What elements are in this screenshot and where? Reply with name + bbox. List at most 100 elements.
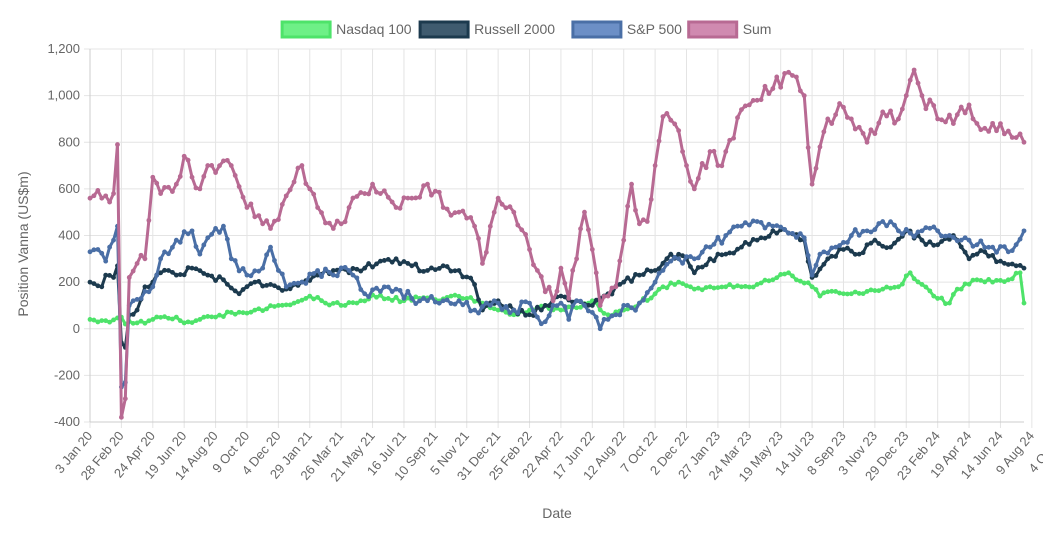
data-point[interactable]: [739, 244, 744, 250]
data-point[interactable]: [778, 272, 784, 277]
data-point[interactable]: [774, 230, 780, 236]
data-point[interactable]: [837, 246, 842, 252]
data-point[interactable]: [511, 312, 517, 318]
data-point[interactable]: [417, 194, 423, 200]
data-point[interactable]: [762, 83, 768, 89]
data-point[interactable]: [589, 303, 595, 308]
data-point[interactable]: [982, 279, 988, 285]
data-point[interactable]: [130, 312, 136, 317]
data-point[interactable]: [181, 320, 187, 326]
data-point[interactable]: [825, 116, 831, 122]
data-point[interactable]: [111, 191, 116, 196]
data-point[interactable]: [585, 227, 591, 233]
data-point[interactable]: [778, 84, 784, 90]
data-point[interactable]: [848, 116, 854, 122]
data-point[interactable]: [841, 247, 846, 252]
legend-item-russell-2000[interactable]: Russell 2000: [418, 20, 555, 39]
data-point[interactable]: [821, 261, 827, 267]
data-point[interactable]: [699, 161, 705, 166]
data-point[interactable]: [166, 184, 171, 190]
data-point[interactable]: [213, 170, 218, 175]
data-point[interactable]: [570, 268, 576, 273]
data-point[interactable]: [797, 237, 803, 243]
data-point[interactable]: [350, 265, 356, 271]
data-point[interactable]: [448, 293, 454, 299]
data-point[interactable]: [275, 217, 281, 222]
data-point[interactable]: [935, 296, 941, 301]
data-point[interactable]: [837, 243, 842, 248]
data-point[interactable]: [205, 235, 211, 241]
data-point[interactable]: [107, 244, 113, 250]
data-point[interactable]: [378, 292, 383, 298]
data-point[interactable]: [888, 219, 893, 225]
data-point[interactable]: [162, 267, 167, 273]
data-point[interactable]: [970, 243, 976, 249]
data-point[interactable]: [888, 108, 893, 114]
data-point[interactable]: [962, 110, 968, 116]
data-point[interactable]: [260, 221, 266, 227]
data-point[interactable]: [809, 272, 815, 278]
data-point[interactable]: [715, 251, 721, 257]
data-point[interactable]: [656, 266, 662, 272]
data-point[interactable]: [582, 209, 587, 215]
data-point[interactable]: [927, 97, 933, 103]
data-point[interactable]: [754, 97, 760, 103]
data-point[interactable]: [472, 307, 477, 313]
data-point[interactable]: [758, 97, 764, 103]
data-point[interactable]: [173, 314, 179, 320]
data-point[interactable]: [381, 296, 387, 302]
data-point[interactable]: [629, 181, 634, 187]
data-point[interactable]: [472, 282, 477, 287]
data-point[interactable]: [189, 228, 195, 234]
data-point[interactable]: [385, 257, 391, 262]
data-point[interactable]: [503, 205, 509, 211]
data-point[interactable]: [193, 244, 199, 249]
data-point[interactable]: [354, 266, 360, 272]
data-point[interactable]: [978, 127, 984, 133]
data-point[interactable]: [381, 258, 387, 263]
data-point[interactable]: [597, 303, 603, 308]
data-point[interactable]: [825, 256, 831, 262]
data-point[interactable]: [605, 293, 611, 299]
data-point[interactable]: [907, 230, 913, 236]
data-point[interactable]: [986, 253, 992, 259]
data-point[interactable]: [766, 278, 772, 284]
data-point[interactable]: [652, 279, 658, 285]
data-point[interactable]: [452, 292, 458, 298]
data-point[interactable]: [209, 314, 215, 320]
data-point[interactable]: [739, 107, 744, 113]
data-point[interactable]: [330, 226, 336, 231]
data-point[interactable]: [896, 116, 901, 122]
data-point[interactable]: [158, 256, 164, 262]
data-point[interactable]: [954, 286, 960, 292]
data-point[interactable]: [323, 220, 328, 226]
data-point[interactable]: [87, 249, 93, 255]
data-point[interactable]: [260, 265, 266, 271]
data-point[interactable]: [613, 284, 619, 290]
data-point[interactable]: [970, 116, 976, 122]
data-point[interactable]: [244, 310, 250, 316]
data-point[interactable]: [774, 275, 780, 281]
data-point[interactable]: [134, 320, 140, 326]
data-point[interactable]: [252, 279, 258, 285]
data-point[interactable]: [982, 245, 988, 250]
data-point[interactable]: [625, 203, 631, 209]
data-point[interactable]: [268, 226, 273, 231]
data-point[interactable]: [189, 265, 195, 271]
data-point[interactable]: [221, 223, 226, 229]
data-point[interactable]: [413, 261, 419, 267]
data-point[interactable]: [852, 289, 858, 295]
data-point[interactable]: [1021, 300, 1027, 306]
data-point[interactable]: [542, 303, 548, 308]
data-point[interactable]: [727, 250, 733, 256]
data-point[interactable]: [688, 179, 693, 184]
data-point[interactable]: [142, 320, 148, 326]
data-point[interactable]: [880, 286, 886, 292]
data-point[interactable]: [817, 266, 823, 272]
data-point[interactable]: [362, 298, 368, 304]
data-point[interactable]: [523, 232, 529, 237]
data-point[interactable]: [609, 285, 615, 291]
data-point[interactable]: [558, 300, 564, 306]
data-point[interactable]: [821, 129, 827, 135]
data-point[interactable]: [848, 291, 854, 297]
